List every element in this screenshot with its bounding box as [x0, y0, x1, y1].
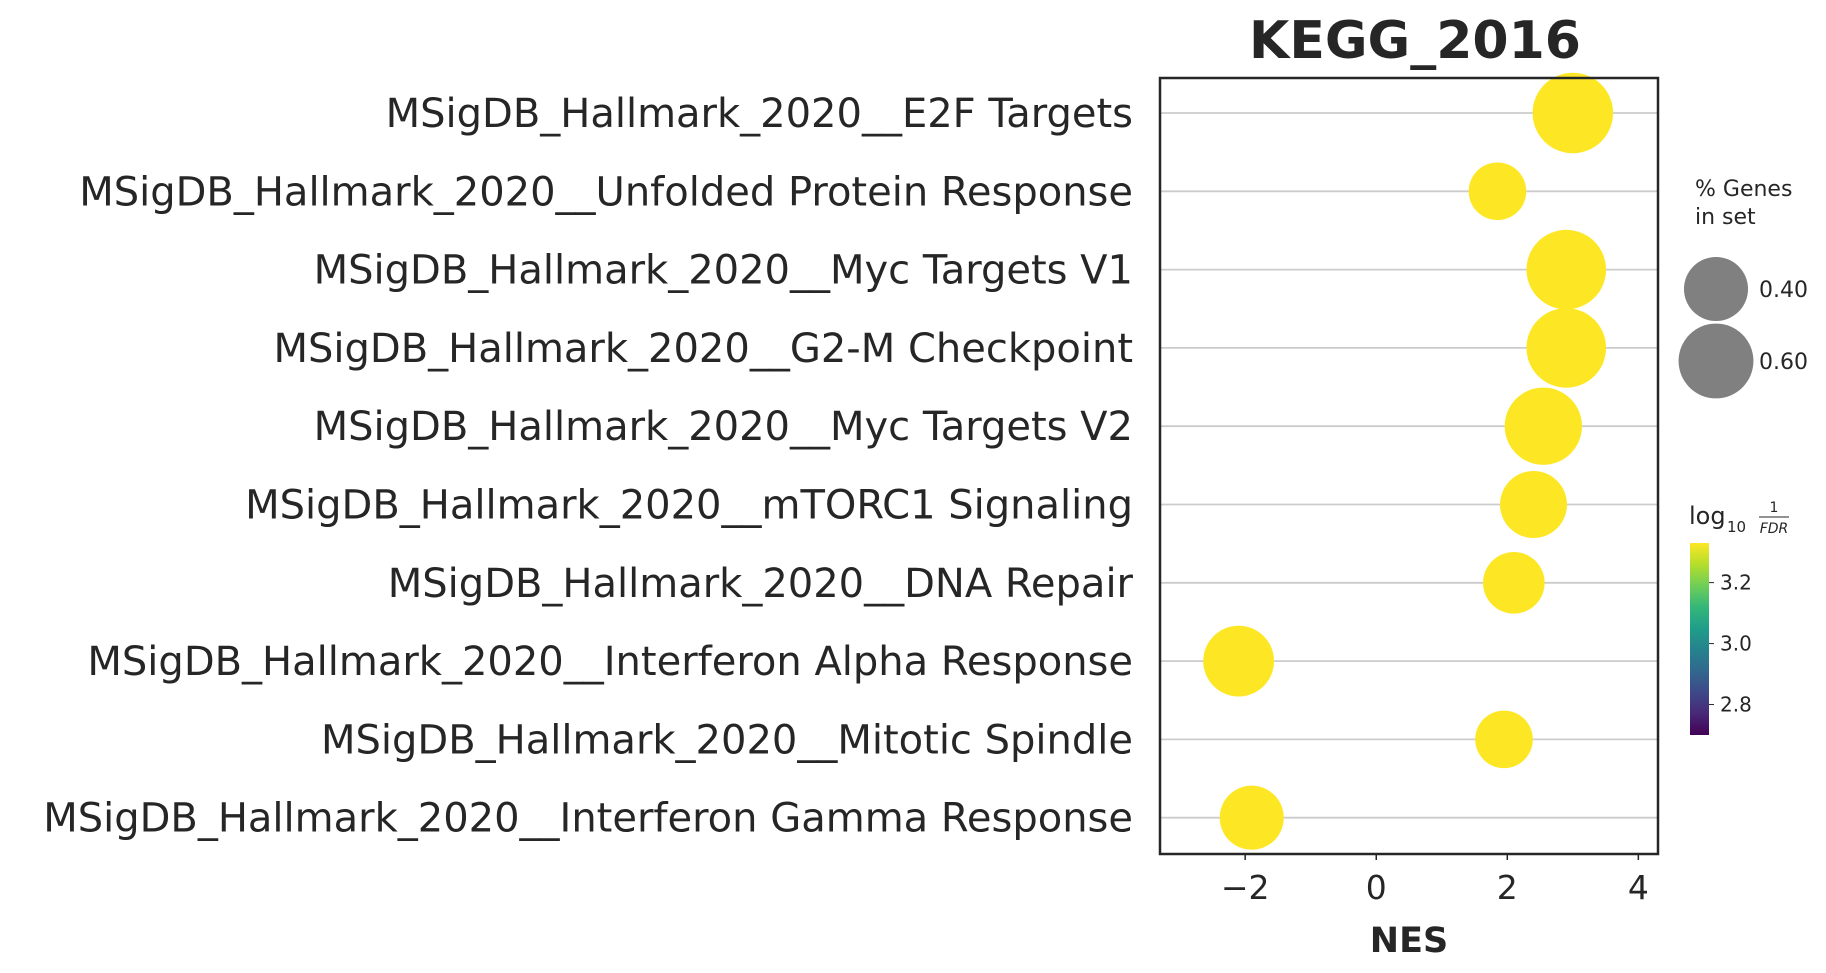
size-legend-marker: [1683, 256, 1749, 322]
plot-frame: [1158, 76, 1660, 856]
size-legend-title-line1: % Genes: [1695, 177, 1792, 202]
data-points: [1203, 72, 1614, 850]
chart-title: KEGG_2016: [1249, 11, 1581, 71]
data-point: [1500, 471, 1567, 538]
category-labels: MSigDB_Hallmark_2020__E2F Targets MSigDB_…: [43, 91, 1133, 842]
category-label: MSigDB_Hallmark_2020__Mitotic Spindle: [321, 717, 1133, 763]
data-point: [1526, 229, 1607, 310]
grid-lines: [1160, 112, 1658, 819]
category-label: MSigDB_Hallmark_2020__E2F Targets: [386, 91, 1133, 137]
data-point: [1203, 625, 1275, 697]
colorbar-title-denominator: FDR: [1760, 521, 1789, 537]
colorbar-title-log: log: [1689, 502, 1726, 530]
x-tick-label: 4: [1628, 868, 1649, 907]
category-label: MSigDB_Hallmark_2020__Interferon Gamma R…: [43, 796, 1133, 842]
x-axis-title: NES: [1370, 921, 1448, 961]
category-label: MSigDB_Hallmark_2020__Interferon Alpha R…: [87, 639, 1133, 685]
x-tick-label: −2: [1221, 868, 1270, 907]
data-point: [1526, 308, 1607, 388]
category-label: MSigDB_Hallmark_2020__Myc Targets V1: [314, 248, 1133, 294]
category-label: MSigDB_Hallmark_2020__Unfolded Protein R…: [79, 169, 1133, 215]
colorbar: log 10 1 FDR 2.8 3.0 3.2: [1689, 500, 1789, 735]
category-label: MSigDB_Hallmark_2020__G2-M Checkpoint: [273, 326, 1133, 372]
category-label: MSigDB_Hallmark_2020__DNA Repair: [388, 561, 1134, 607]
data-point: [1483, 552, 1545, 614]
colorbar-gradient: [1690, 543, 1709, 735]
data-point: [1532, 72, 1614, 154]
category-label: MSigDB_Hallmark_2020__mTORC1 Signaling: [245, 483, 1133, 529]
size-legend-label: 0.40: [1759, 278, 1808, 303]
x-axis-ticks: −2 0 2 4: [1221, 854, 1649, 907]
category-label: MSigDB_Hallmark_2020__Myc Targets V2: [314, 404, 1133, 450]
data-point: [1468, 162, 1527, 221]
size-legend-title-line2: in set: [1695, 205, 1756, 230]
colorbar-title-numerator: 1: [1770, 500, 1779, 516]
data-point: [1219, 785, 1284, 850]
size-legend: % Genes in set 0.40 0.60: [1678, 177, 1808, 399]
size-legend-marker: [1678, 323, 1754, 399]
colorbar-tick-label: 3.2: [1720, 571, 1752, 595]
data-point: [1504, 387, 1582, 465]
colorbar-title-base: 10: [1727, 518, 1746, 536]
colorbar-tick-label: 3.0: [1720, 632, 1752, 656]
colorbar-tick-label: 2.8: [1720, 693, 1752, 717]
x-tick-label: 0: [1366, 868, 1387, 907]
size-legend-label: 0.60: [1759, 350, 1808, 375]
x-tick-label: 2: [1497, 868, 1518, 907]
data-point: [1475, 710, 1533, 769]
